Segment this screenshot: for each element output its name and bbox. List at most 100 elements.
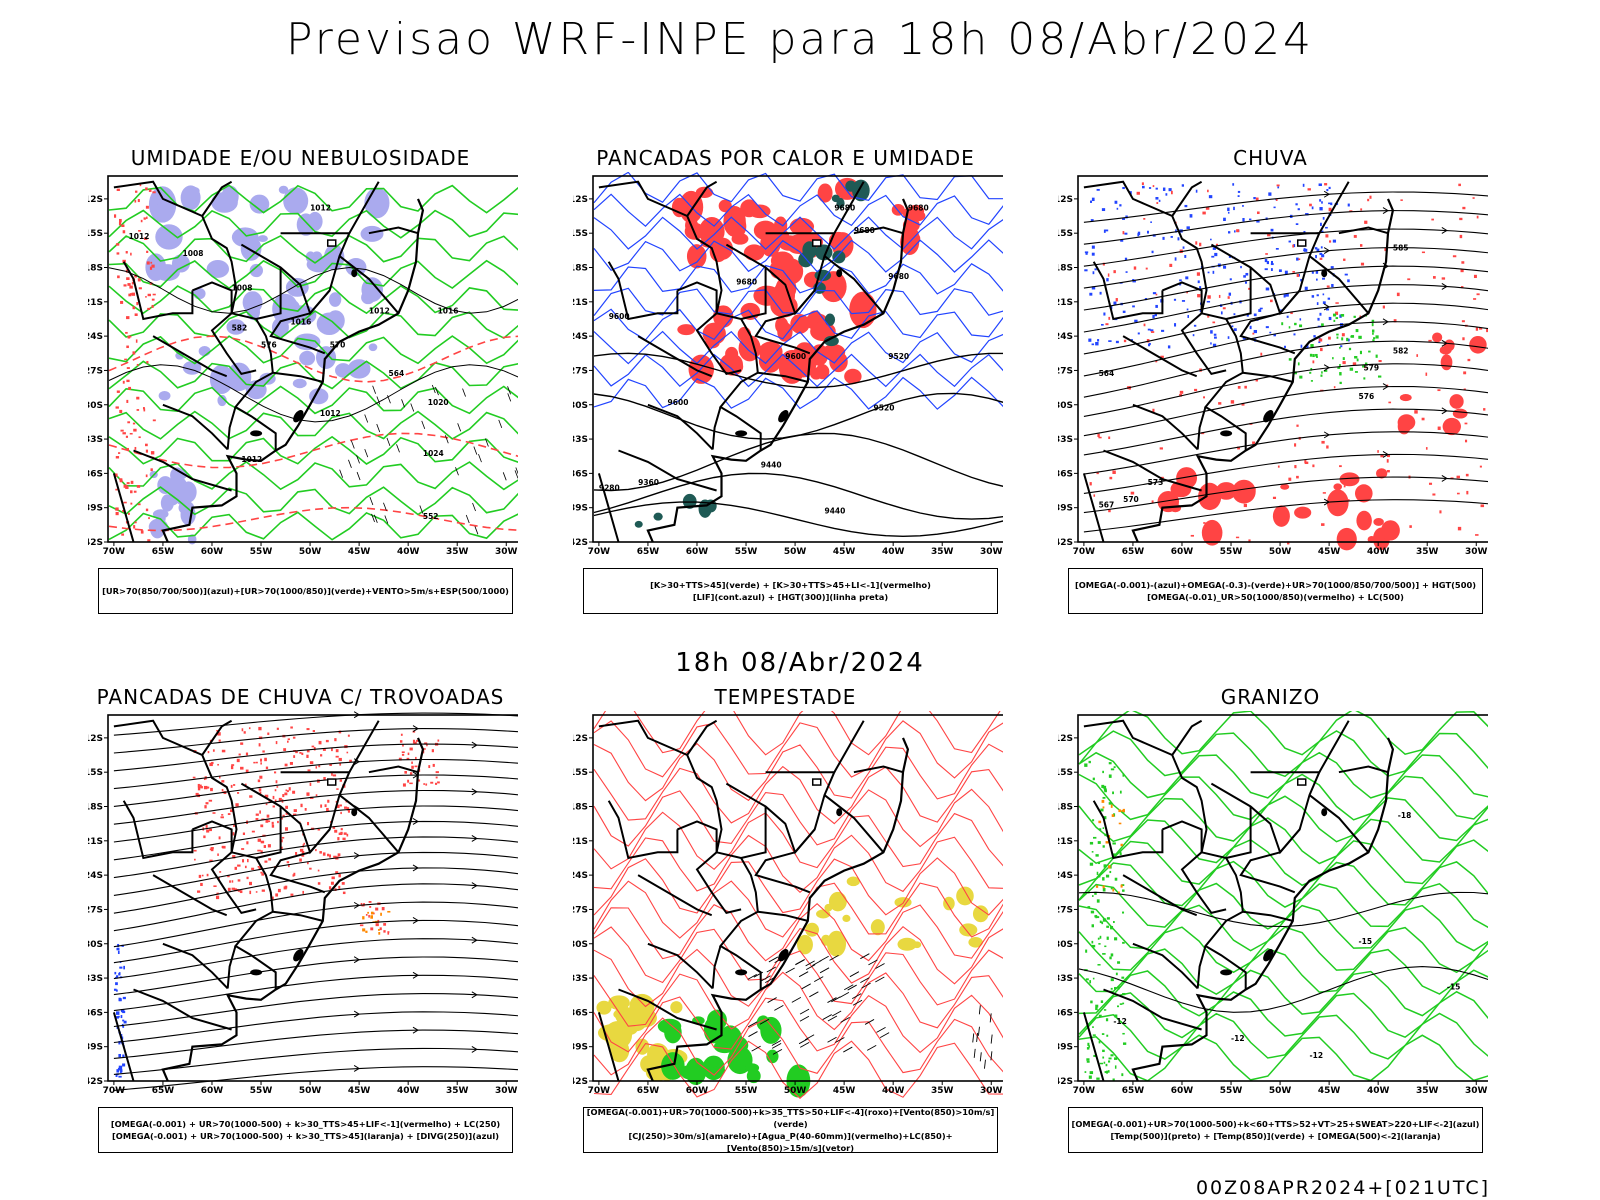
wind-vector [431, 384, 436, 394]
speckle-dot [315, 794, 318, 797]
speckle-dot [121, 533, 125, 536]
shaded-area [257, 235, 268, 242]
wind-vectors [339, 384, 518, 535]
speckle-dot [309, 782, 312, 786]
contour-label: -12 [1231, 1034, 1245, 1043]
speckle-dot [145, 474, 148, 478]
wind-vector [372, 385, 377, 394]
lat-tick-label: 12S [573, 195, 588, 205]
speckle-dot [1208, 195, 1213, 199]
shaded-area [164, 494, 179, 506]
shaded-area [157, 476, 174, 495]
speckle-dot [315, 766, 318, 769]
contour-line [593, 971, 1003, 1031]
speckle-dot [240, 766, 244, 770]
wind-vector [805, 960, 815, 967]
shaded-area [226, 319, 246, 335]
speckle-dot [406, 757, 410, 760]
speckle-dot [285, 812, 289, 815]
speckle-dot [1155, 196, 1159, 200]
wind-vector [827, 1036, 837, 1043]
speckle-dot [200, 786, 203, 789]
speckle-dot [195, 792, 199, 797]
speckle-dot [435, 776, 438, 779]
shaded-area [360, 225, 384, 242]
speckle-dot [306, 792, 310, 796]
border-line [1239, 289, 1301, 355]
speckle-dot [133, 525, 136, 529]
speckle-dot [1486, 328, 1488, 333]
speckle-dot [1249, 325, 1252, 330]
speckle-dot [360, 902, 363, 906]
speckle-dot [1347, 203, 1350, 207]
speckle-dot [346, 751, 349, 754]
speckle-dot [275, 893, 279, 897]
speckle-dot [1298, 258, 1301, 261]
border-line [647, 942, 714, 990]
speckle-dot [331, 772, 333, 776]
speckle-dot [1256, 220, 1260, 223]
speckle-dot [1098, 1014, 1102, 1018]
speckle-dot [216, 729, 218, 732]
speckle-dot [1097, 1009, 1099, 1012]
speckle-dot [204, 805, 207, 809]
speckle-dot [192, 776, 196, 779]
speckle-dot [229, 880, 231, 883]
speckle-dot [1215, 243, 1219, 246]
speckle-dot [1084, 763, 1088, 767]
shaded-area [1333, 483, 1343, 491]
speckle-dot [1092, 836, 1097, 839]
speckle-dot [147, 293, 151, 297]
speckle-dot [1416, 354, 1419, 357]
wind-vector [761, 975, 771, 982]
speckle-dot [1193, 324, 1197, 327]
streamline-arrow [353, 1010, 361, 1018]
speckle-dot [407, 752, 410, 756]
speckle-dot [1141, 182, 1144, 186]
speckle-dot [299, 858, 302, 862]
streamline-arrow [1441, 407, 1448, 415]
map-umidade: 1012100810121016100810121012102010241016… [88, 175, 518, 557]
lat-tick-label: 33S [1058, 435, 1073, 445]
wind-vector [791, 996, 802, 1003]
coastline [1131, 198, 1395, 543]
speckle-dot [1145, 267, 1148, 270]
wind-vector [751, 1045, 761, 1052]
speckle-dot [151, 264, 155, 268]
speckle-dot [1115, 298, 1118, 302]
speckle-dot [1095, 1007, 1098, 1011]
border-line [1122, 335, 1198, 378]
speckle-dot [122, 509, 125, 513]
contour-labels: 1012100810121016100810121012102010241016… [129, 203, 459, 521]
speckle-dot [362, 928, 366, 932]
shaded-area [150, 198, 160, 206]
speckle-dot [264, 794, 269, 798]
speckle-dot [1310, 367, 1313, 371]
lon-tick-label: 60W [686, 547, 709, 557]
wind-vector [435, 386, 439, 396]
coastline [161, 737, 425, 1082]
speckle-dot [1459, 234, 1463, 239]
streamline [1083, 476, 1488, 514]
speckle-dot [1354, 371, 1358, 373]
shaded-area [842, 914, 851, 922]
speckle-dot [232, 855, 236, 859]
speckle-dot [1318, 341, 1321, 344]
speckle-dot [359, 924, 364, 927]
speckle-dot [368, 914, 370, 918]
border-line [1171, 719, 1203, 756]
speckle-dot [260, 850, 263, 854]
speckle-dot [1194, 388, 1198, 392]
speckle-dot [293, 755, 296, 758]
speckle-dot [290, 893, 294, 896]
contour-line [593, 742, 1003, 802]
speckle-dot [1320, 246, 1323, 249]
speckle-dot [1199, 242, 1202, 247]
wind-vector [747, 973, 757, 980]
lon-tick-label: 55W [735, 1086, 758, 1096]
wind-vector [767, 997, 777, 1003]
speckle-dot [317, 869, 320, 872]
speckle-dot [401, 753, 405, 756]
speckle-dot [1101, 208, 1106, 212]
speckle-dot [122, 996, 126, 1000]
